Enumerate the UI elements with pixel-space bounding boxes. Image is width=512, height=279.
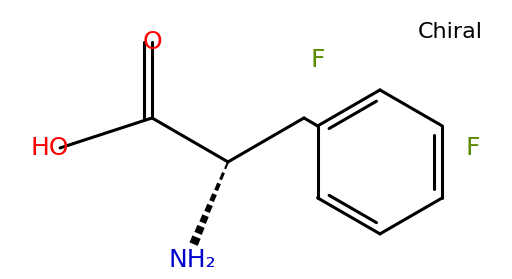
- Text: O: O: [142, 30, 162, 54]
- Text: NH₂: NH₂: [168, 248, 216, 272]
- Text: HO: HO: [30, 136, 69, 160]
- Text: Chiral: Chiral: [417, 22, 482, 42]
- Text: F: F: [466, 136, 480, 160]
- Text: F: F: [311, 48, 325, 72]
